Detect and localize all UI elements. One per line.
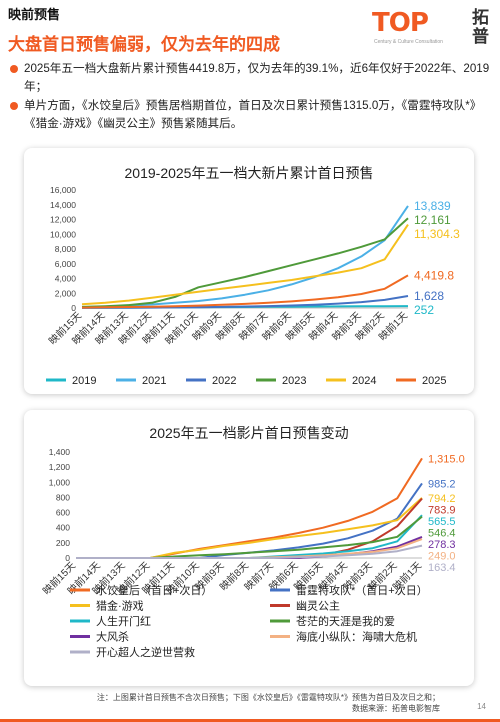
series-line	[81, 274, 409, 309]
series-line	[76, 544, 423, 559]
chart-title: 2025年五一档影片首日预售变动	[149, 425, 348, 441]
y-tick-label: 200	[56, 538, 70, 548]
legend-label: 人生开门红	[96, 614, 151, 628]
section-title: 映前预售	[8, 7, 61, 22]
y-tick-label: 0	[71, 303, 76, 313]
legend-label: 2022	[212, 375, 236, 387]
brand-logo: TOP Century & Culture Consultation 拓普	[372, 6, 492, 50]
legend-label: 2021	[142, 375, 166, 387]
bullet-text: 2025年五一档大盘新片累计预售4419.8万，仅为去年的39.1%，近6年仅好…	[24, 62, 490, 93]
legend-label: 猎金·游戏	[96, 599, 144, 613]
data-label: 546.4	[428, 527, 456, 539]
data-label: 12,161	[414, 213, 451, 227]
page-headline: 大盘首日预售偏弱，仅为去年的四成	[8, 35, 280, 54]
legend-label: 2019	[72, 375, 96, 387]
chart-card-presale-history: 2019-2025年五一档大新片累计首日预售 0 2,000 4,000 6,000 8,…	[24, 148, 474, 394]
y-tick-label: 12,000	[50, 215, 76, 225]
line-chart-presale-2025: 2025年五一档影片首日预售变动 0 200 400 600 800 1,000 1,200 1…	[40, 425, 465, 659]
legend-label: 2025	[422, 375, 446, 387]
y-tick-label: 6,000	[55, 259, 77, 269]
y-tick-label: 1,000	[49, 477, 71, 487]
data-label: 163.4	[428, 562, 456, 574]
bullet-text: 单片方面，《水饺皇后》预售居档期首位，首日及次日累计预售1315.0万，《雷霆特…	[24, 99, 482, 130]
legend-label: 2023	[282, 375, 306, 387]
y-tick-label: 800	[56, 492, 70, 502]
y-tick-label: 2,000	[55, 288, 77, 298]
data-label: 11,304.3	[414, 227, 460, 241]
y-tick-label: 16,000	[50, 185, 76, 195]
legend-label: 开心超人之逆世营救	[96, 645, 195, 659]
data-label: 13,839	[414, 199, 451, 213]
series-line	[76, 482, 423, 559]
data-label: 4,419.8	[414, 268, 454, 282]
series-line	[81, 224, 409, 306]
y-tick-label: 14,000	[50, 200, 76, 210]
series-line	[81, 205, 409, 309]
data-label: 252	[414, 303, 434, 317]
y-tick-label: 0	[65, 553, 70, 563]
data-label: 1,315.0	[428, 453, 465, 465]
series-line	[81, 217, 409, 308]
data-label: 985.2	[428, 478, 456, 490]
data-label: 278.3	[428, 539, 456, 551]
legend-label: 海底小纵队：海啸大危机	[296, 630, 417, 644]
y-tick-label: 400	[56, 523, 70, 533]
bullet-item: 2025年五一档大盘新片累计预售4419.8万，仅为去年的39.1%，近6年仅好…	[8, 60, 492, 96]
y-tick-label: 1,200	[49, 462, 71, 472]
data-label: 1,628	[414, 289, 444, 303]
data-label: 794.2	[428, 493, 456, 505]
bullet-dot-icon	[10, 102, 18, 110]
chart-card-presale-2025: 2025年五一档影片首日预售变动 0 200 400 600 800 1,000 1,200 1…	[24, 410, 474, 686]
y-tick-label: 1,400	[49, 447, 71, 457]
legend-label: 大风杀	[96, 630, 129, 644]
logo-chinese: 拓普	[472, 8, 489, 46]
legend-label: 幽灵公主	[296, 600, 340, 613]
bullet-dot-icon	[10, 65, 18, 73]
summary-bullets: 2025年五一档大盘新片累计预售4419.8万，仅为去年的39.1%，近6年仅好…	[8, 60, 492, 134]
y-tick-label: 8,000	[55, 244, 77, 254]
legend-label: 水饺皇后（首日+次日）	[96, 583, 212, 597]
y-tick-label: 4,000	[55, 274, 77, 284]
logo-mark: TOP	[372, 8, 429, 38]
legend-label: 苍茫的天涯是我的爱	[296, 614, 395, 628]
footer-note-line: 注：上图累计首日预售不含次日预售；下图《水饺皇后》《雷霆特攻队*》预售为首日及次…	[96, 693, 440, 702]
legend-label: 2024	[352, 375, 376, 387]
line-chart-presale-history: 2019-2025年五一档大新片累计首日预售 0 2,000 4,000 6,000 8,…	[46, 165, 460, 387]
y-tick-label: 600	[56, 508, 70, 518]
page-number: 14	[477, 702, 486, 711]
footer-source: 数据来源：拓普电影智库	[352, 704, 440, 713]
data-label: 565.5	[428, 516, 456, 528]
data-label: 249.0	[428, 550, 456, 562]
bullet-item: 单片方面，《水饺皇后》预售居档期首位，首日及次日累计预售1315.0万，《雷霆特…	[8, 97, 492, 133]
logo-subtitle: Century & Culture Consultation	[374, 39, 443, 45]
chart-title: 2019-2025年五一档大新片累计首日预售	[125, 165, 374, 181]
legend-label: 雷霆特攻队*（首日+次日）	[296, 583, 428, 597]
bottom-accent-bar	[0, 719, 500, 722]
y-tick-label: 10,000	[50, 229, 76, 239]
data-label: 783.9	[428, 504, 456, 516]
footer-note: 注：上图累计首日预售不含次日预售；下图《水饺皇后》《雷霆特攻队*》预售为首日及次…	[60, 692, 440, 714]
